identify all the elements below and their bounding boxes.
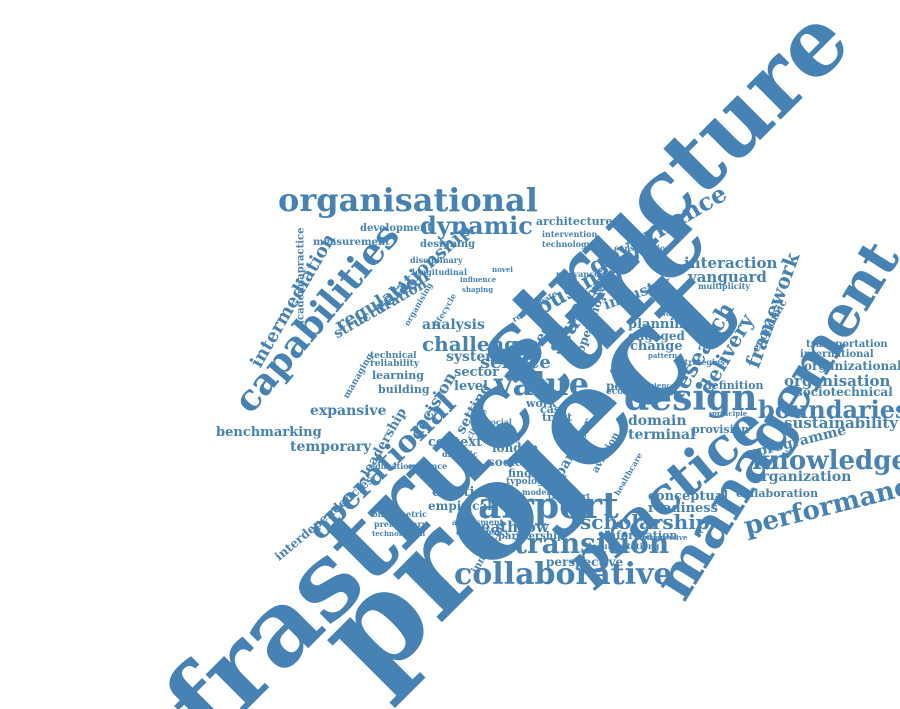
word: conceptual: [648, 489, 729, 504]
word: measurement: [313, 237, 390, 248]
word: level: [454, 379, 488, 394]
word: strategies: [680, 357, 725, 367]
word: work: [526, 397, 557, 410]
word: organisation: [784, 372, 891, 390]
word: science: [646, 381, 676, 390]
word: empirical: [428, 499, 492, 513]
word: complex: [486, 353, 519, 362]
word: temporary: [290, 439, 372, 455]
word: construction: [614, 243, 672, 253]
word: partnership: [498, 531, 564, 542]
word: heathrow: [470, 518, 549, 536]
word: trust: [542, 411, 573, 424]
word: readiness: [648, 501, 718, 516]
word: system: [446, 349, 501, 365]
word: sociotechnical: [796, 385, 893, 399]
word: influence: [460, 275, 497, 284]
word: multiplicity: [698, 281, 750, 291]
word: preliminary: [374, 519, 427, 529]
word: academiapractice: [295, 227, 307, 327]
word: technology: [542, 239, 592, 249]
word: relevance: [556, 269, 600, 279]
word: development: [360, 223, 432, 234]
word: domain: [628, 413, 687, 429]
word: evidence: [408, 461, 448, 471]
word: study: [486, 429, 523, 443]
word: learning: [372, 369, 424, 382]
word: technological: [372, 529, 426, 538]
word: transportation: [806, 339, 888, 350]
word: typology: [506, 477, 549, 487]
word: international: [800, 349, 874, 360]
word: organization: [752, 469, 852, 485]
word: designing: [420, 239, 476, 250]
word: technical: [370, 351, 417, 361]
word: terminal: [628, 427, 696, 443]
word: social: [486, 417, 512, 427]
word: collaboration: [736, 487, 819, 500]
word: workshop: [660, 309, 698, 318]
word: change: [630, 339, 683, 354]
word: benchmarking: [216, 425, 322, 440]
word: collaborative: [454, 557, 673, 592]
word: bibliometric: [372, 509, 428, 519]
word: dynamic: [420, 211, 533, 240]
word: documentationg: [586, 541, 660, 551]
word: london: [492, 441, 539, 455]
word: role: [564, 345, 582, 355]
word: interaction: [684, 254, 778, 272]
word: context: [428, 435, 483, 450]
word: organizational: [804, 359, 900, 373]
word: dependency: [456, 527, 510, 537]
word: case: [540, 403, 568, 416]
word: society: [488, 455, 535, 469]
word: finding: [508, 467, 552, 480]
word: shaping: [462, 285, 494, 294]
word: assessment: [452, 517, 504, 527]
word: disciplinary: [410, 255, 463, 265]
word: perspective: [546, 555, 624, 569]
word: sector: [454, 365, 500, 380]
word: boundaries: [758, 395, 900, 424]
word: engaged: [628, 329, 685, 343]
word: policy: [606, 379, 646, 393]
word: planning: [628, 317, 693, 332]
word: value: [494, 365, 590, 403]
word: economy: [606, 387, 651, 397]
word: information: [604, 529, 678, 542]
word: expansive: [310, 403, 387, 419]
word: transport: [548, 491, 591, 501]
word: sustainability: [784, 414, 898, 432]
word: architecture: [536, 215, 613, 228]
word: transition: [514, 527, 670, 560]
word: definition: [704, 379, 764, 392]
word: provision: [692, 423, 750, 436]
word: model: [522, 487, 550, 497]
word: intervention: [542, 229, 598, 239]
word: education: [370, 461, 415, 471]
word: building: [378, 383, 430, 396]
word: reliability: [370, 359, 420, 369]
word: theory: [506, 345, 535, 355]
word: progressive: [642, 533, 688, 542]
word: knowledge: [752, 446, 900, 476]
word: analysis: [422, 317, 485, 333]
word: longitudinal: [412, 267, 468, 277]
word: vanguard: [688, 268, 767, 286]
word: service: [480, 352, 551, 373]
word: novel: [492, 265, 513, 274]
word: organisational: [278, 181, 538, 219]
word: challenge: [422, 332, 531, 356]
word: dialogic: [442, 449, 478, 459]
word: principle: [712, 409, 748, 418]
word: airport: [478, 485, 619, 527]
word: creation: [432, 485, 493, 500]
word: scholarship: [580, 510, 710, 534]
word: design: [624, 377, 758, 419]
word: pattern: [648, 351, 678, 360]
